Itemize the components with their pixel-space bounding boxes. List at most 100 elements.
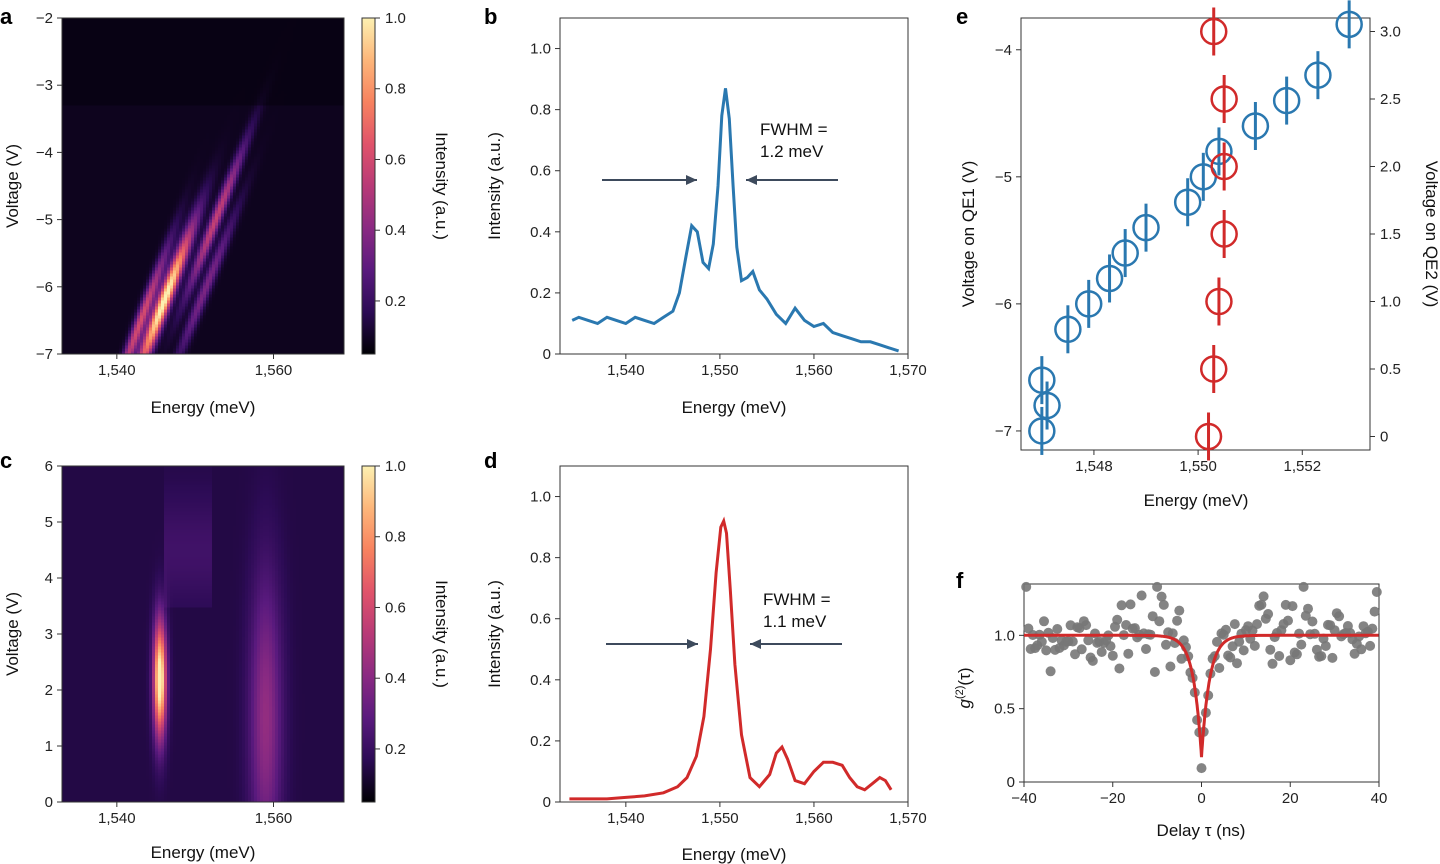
heatmap-a-cell	[281, 264, 285, 268]
heatmap-a-cell	[62, 279, 66, 283]
heatmap-a-cell	[95, 240, 99, 244]
heatmap-a-cell	[236, 237, 240, 241]
heatmap-a-cell	[83, 255, 87, 259]
heatmap-a-cell	[299, 279, 303, 283]
heatmap-a-cell	[266, 204, 270, 208]
heatmap-a-cell	[317, 339, 321, 343]
heatmap-a-cell	[251, 279, 255, 283]
heatmap-a-cell	[92, 231, 96, 235]
heatmap-a-cell	[62, 339, 66, 343]
heatmap-a-cell	[77, 246, 81, 250]
heatmap-a-cell	[308, 231, 312, 235]
heatmap-a-cell	[254, 198, 258, 202]
heatmap-a-cell	[221, 246, 225, 250]
heatmap-a-cell	[302, 270, 306, 274]
heatmap-a-cell	[260, 258, 264, 262]
heatmap-a-cell	[74, 267, 78, 271]
heatmap-a-cell	[266, 282, 270, 286]
heatmap-a-cell	[275, 261, 279, 265]
heatmap-a-cell	[74, 315, 78, 319]
heatmap-a-cell	[206, 246, 210, 250]
heatmap-a-cell	[149, 252, 153, 256]
heatmap-a-cell	[269, 342, 273, 346]
heatmap-a-cell	[278, 234, 282, 238]
heatmap-a-cell	[170, 282, 174, 286]
heatmap-a-cell	[290, 342, 294, 346]
heatmap-a-cell	[254, 333, 258, 337]
heatmap-a-cell	[254, 309, 258, 313]
heatmap-a-cell	[134, 249, 138, 253]
heatmap-a-cell	[113, 330, 117, 334]
heatmap-a-cell	[215, 225, 219, 229]
heatmap-a-cell	[248, 267, 252, 271]
heatmap-a-cell	[176, 264, 180, 268]
heatmap-a-cell	[62, 192, 66, 196]
heatmap-a-cell	[167, 243, 171, 247]
heatmap-a-cell	[260, 225, 264, 229]
heatmap-a-cell	[83, 207, 87, 211]
heatmap-a-cell	[248, 201, 252, 205]
heatmap-a-cell	[284, 306, 288, 310]
heatmap-a-cell	[209, 291, 213, 295]
heatmap-a-cell	[200, 231, 204, 235]
heatmap-a-cell	[119, 219, 123, 223]
heatmap-a-cell	[224, 219, 228, 223]
heatmap-a-cell	[308, 297, 312, 301]
heatmap-a-cell	[86, 228, 90, 232]
heatmap-a-cell	[152, 330, 156, 334]
heatmap-a-cell	[122, 225, 126, 229]
heatmap-a-cell	[113, 222, 117, 226]
heatmap-a-cell	[71, 324, 75, 328]
heatmap-a-cell	[239, 288, 243, 292]
heatmap-a-cell	[65, 255, 69, 259]
heatmap-a-cell	[332, 312, 336, 316]
heatmap-a-cell	[284, 207, 288, 211]
heatmap-a-cell	[71, 285, 75, 289]
heatmap-a-cell	[332, 198, 336, 202]
heatmap-a-cell	[68, 270, 72, 274]
heatmap-a-cell	[245, 261, 249, 265]
heatmap-a-cell	[281, 249, 285, 253]
heatmap-a-cell	[257, 291, 261, 295]
heatmap-a-cell	[143, 207, 147, 211]
heatmap-a-cell	[194, 333, 198, 337]
heatmap-a-cell	[191, 324, 195, 328]
heatmap-a-cell	[164, 204, 168, 208]
heatmap-a-cell	[284, 231, 288, 235]
heatmap-a-cell	[227, 339, 231, 343]
heatmap-a-cell	[89, 249, 93, 253]
heatmap-a-cell	[320, 264, 324, 268]
heatmap-a-cell	[62, 282, 66, 286]
heatmap-a-cell	[158, 315, 162, 319]
heatmap-a-cell	[185, 219, 189, 223]
heatmap-a-cell	[206, 249, 210, 253]
heatmap-a-cell	[203, 246, 207, 250]
heatmap-a-cell	[89, 222, 93, 226]
heatmap-a-cell	[320, 258, 324, 262]
heatmap-a-cell	[137, 345, 141, 349]
heatmap-a-cell	[155, 312, 159, 316]
heatmap-a-cell	[182, 342, 186, 346]
heatmap-a-cell	[287, 291, 291, 295]
heatmap-a-cell	[188, 198, 192, 202]
heatmap-a-cell	[71, 252, 75, 256]
heatmap-a-cell	[332, 339, 336, 343]
heatmap-a-cell	[74, 330, 78, 334]
heatmap-a-cell	[311, 312, 315, 316]
heatmap-a-cell	[128, 276, 132, 280]
heatmap-a-cell	[239, 240, 243, 244]
heatmap-a-cell	[209, 258, 213, 262]
heatmap-a-cell	[326, 276, 330, 280]
heatmap-a-cell	[152, 249, 156, 253]
heatmap-a-cell	[245, 306, 249, 310]
heatmap-a-cell	[143, 216, 147, 220]
heatmap-a-cell	[305, 336, 309, 340]
heatmap-a-cell	[188, 348, 192, 352]
heatmap-a-cell	[80, 306, 84, 310]
heatmap-a-cell	[332, 297, 336, 301]
heatmap-a-cell	[305, 270, 309, 274]
heatmap-a-cell	[299, 264, 303, 268]
heatmap-a-cell	[236, 252, 240, 256]
heatmap-a-cell	[89, 276, 93, 280]
heatmap-a-cell	[263, 297, 267, 301]
